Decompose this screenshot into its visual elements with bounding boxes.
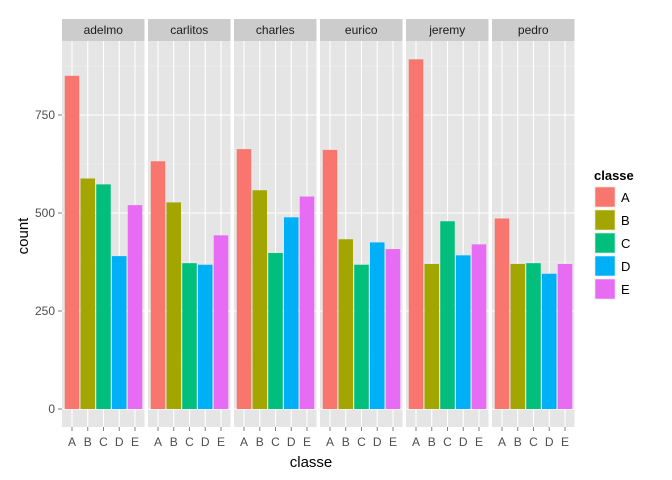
- bar-carlitos-D: [198, 264, 213, 409]
- x-tick-label: A: [240, 435, 248, 449]
- bar-pedro-D: [542, 273, 557, 409]
- bar-jeremy-D: [456, 255, 471, 409]
- x-tick-label: D: [459, 435, 468, 449]
- legend-swatch-D: [594, 255, 616, 277]
- y-axis-title: count: [15, 217, 32, 255]
- bar-charles-C: [268, 252, 283, 409]
- x-tick-label: C: [529, 435, 538, 449]
- legend-label-D: D: [621, 259, 630, 274]
- bar-jeremy-A: [408, 59, 424, 409]
- x-tick-label: C: [99, 435, 108, 449]
- facet-strip-label: adelmo: [84, 23, 124, 37]
- x-tick-label: B: [256, 435, 264, 449]
- x-tick-label: E: [303, 435, 311, 449]
- facet-strip-label: carlitos: [170, 23, 208, 37]
- x-tick-label: D: [115, 435, 124, 449]
- x-tick-label: B: [514, 435, 522, 449]
- y-tick-label: 500: [35, 206, 55, 220]
- x-tick-label: E: [475, 435, 483, 449]
- facet-panel-carlitos: carlitos A B C D E: [148, 19, 231, 449]
- bar-pedro-E: [557, 263, 573, 409]
- bar-pedro-A: [494, 218, 510, 409]
- facet-strip-label: eurico: [345, 23, 378, 37]
- facet-strip-label: pedro: [518, 23, 549, 37]
- x-tick-label: A: [412, 435, 420, 449]
- bar-adelmo-B: [80, 178, 95, 409]
- bar-charles-A: [236, 149, 252, 409]
- bar-eurico-C: [354, 264, 369, 409]
- bar-eurico-D: [370, 242, 385, 409]
- x-tick-label: A: [498, 435, 506, 449]
- x-tick-label: C: [357, 435, 366, 449]
- bar-carlitos-E: [213, 235, 229, 409]
- legend-label-A: A: [621, 190, 630, 205]
- bar-charles-D: [284, 217, 299, 409]
- x-tick-label: E: [389, 435, 397, 449]
- facet-strip: [406, 19, 489, 41]
- x-tick-label: D: [545, 435, 554, 449]
- y-tick-label: 0: [48, 402, 55, 416]
- legend-label-E: E: [621, 282, 630, 297]
- facet-strip: [320, 19, 403, 41]
- bar-charles-E: [299, 196, 315, 409]
- bar-jeremy-E: [471, 244, 487, 409]
- facet-strip: [492, 19, 575, 41]
- y-axis: 0 250 500 750: [35, 108, 62, 416]
- x-tick-label: D: [373, 435, 382, 449]
- x-tick-label: B: [170, 435, 178, 449]
- x-tick-label: B: [342, 435, 350, 449]
- x-tick-label: A: [68, 435, 76, 449]
- facet-strip-label: charles: [256, 23, 295, 37]
- bar-adelmo-D: [112, 256, 127, 409]
- bar-eurico-E: [385, 249, 401, 409]
- x-tick-label: A: [154, 435, 162, 449]
- facet-panel-pedro: pedro A B C D E: [492, 19, 575, 449]
- legend-label-B: B: [621, 213, 630, 228]
- legend-swatch-E: [594, 278, 616, 300]
- facet-strip: [62, 19, 145, 41]
- legend-swatch-B: [594, 209, 616, 231]
- x-tick-label: D: [201, 435, 210, 449]
- y-tick-label: 750: [35, 108, 55, 122]
- facet-panel-eurico: eurico A B C D E: [320, 19, 403, 449]
- bar-carlitos-B: [166, 202, 181, 409]
- bar-jeremy-C: [440, 221, 455, 409]
- x-tick-label: B: [84, 435, 92, 449]
- bar-pedro-B: [510, 263, 525, 409]
- y-tick-label: 250: [35, 304, 55, 318]
- x-tick-label: B: [428, 435, 436, 449]
- x-axis-title: classe: [290, 454, 333, 471]
- facet-strip: [148, 19, 231, 41]
- x-tick-label: E: [217, 435, 225, 449]
- bar-adelmo-E: [127, 205, 143, 409]
- bar-carlitos-A: [150, 161, 166, 409]
- legend-title: classe: [594, 168, 634, 183]
- legend-swatch-C: [594, 232, 616, 254]
- bar-jeremy-B: [424, 263, 439, 409]
- bar-adelmo-A: [64, 75, 80, 410]
- x-tick-label: C: [271, 435, 280, 449]
- x-tick-label: D: [287, 435, 296, 449]
- bar-eurico-A: [322, 149, 338, 409]
- bar-adelmo-C: [96, 184, 111, 409]
- bar-charles-B: [252, 190, 267, 409]
- x-tick-label: C: [185, 435, 194, 449]
- bar-pedro-C: [526, 263, 541, 409]
- legend-label-C: C: [621, 236, 630, 251]
- facet-panel-adelmo: adelmo A B C D E: [62, 19, 145, 449]
- x-tick-label: C: [443, 435, 452, 449]
- facet-panel-charles: charles A B C D E: [234, 19, 317, 449]
- x-tick-label: A: [326, 435, 334, 449]
- facet-strip-label: jeremy: [428, 23, 465, 37]
- x-tick-label: E: [131, 435, 139, 449]
- facet-panel-jeremy: jeremy A B C D E: [406, 19, 489, 449]
- legend-swatch-A: [594, 186, 616, 208]
- bar-carlitos-C: [182, 263, 197, 409]
- x-tick-label: E: [561, 435, 569, 449]
- bar-eurico-B: [338, 239, 353, 409]
- facet-strip: [234, 19, 317, 41]
